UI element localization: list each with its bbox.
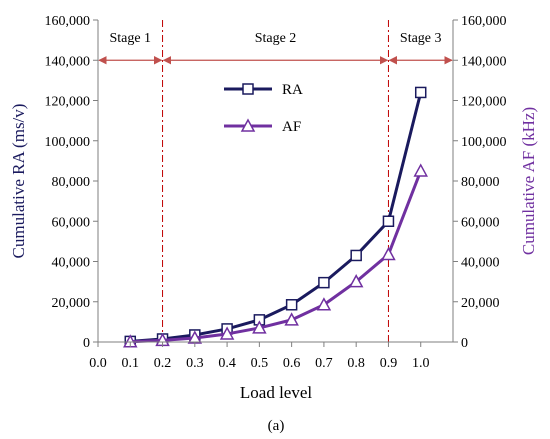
stage-label: Stage 2 xyxy=(255,31,297,46)
x-tick-label: 0.3 xyxy=(186,356,204,371)
legend-marker-af xyxy=(240,118,256,132)
data-point-af xyxy=(316,297,332,311)
stage-label: Stage 1 xyxy=(109,31,151,46)
data-point-af xyxy=(348,274,364,288)
data-point-af xyxy=(252,320,267,334)
x-tick-label: 0.9 xyxy=(380,356,398,371)
y-left-tick-label: 20,000 xyxy=(52,296,91,311)
legend-label-ra: RA xyxy=(282,82,303,98)
data-point-ra xyxy=(285,299,298,311)
y-right-tick-label: 20,000 xyxy=(461,296,500,311)
y-right-tick-label: 160,000 xyxy=(461,14,507,29)
data-point-af xyxy=(219,326,235,340)
stage-label: Stage 3 xyxy=(400,31,442,46)
y-right-tick-label: 120,000 xyxy=(461,95,507,110)
y-left-tick-label: 140,000 xyxy=(45,54,91,69)
y-right-tick-label: 80,000 xyxy=(461,175,500,190)
panel-label: (a) xyxy=(268,418,285,434)
y-right-tick-label: 140,000 xyxy=(461,54,507,69)
y-left-tick-label: 80,000 xyxy=(52,175,91,190)
x-tick-label: 1.0 xyxy=(412,356,430,371)
data-point-af xyxy=(413,163,428,177)
data-point-af xyxy=(381,246,396,261)
y-right-tick-label: 40,000 xyxy=(461,256,500,271)
y-left-axis-title: Cumulative RA (ms/v) xyxy=(9,104,28,259)
y-right-tick-label: 100,000 xyxy=(461,135,507,150)
x-tick-label: 0.4 xyxy=(218,356,236,371)
stage-boundaries xyxy=(162,20,389,342)
y-left-tick-label: 0 xyxy=(83,336,90,351)
series-line-ra xyxy=(130,92,423,343)
legend-marker-ra xyxy=(242,83,254,95)
x-tick-label: 0.8 xyxy=(347,356,365,371)
x-tick-label: 0.5 xyxy=(251,356,269,371)
y-left-tick-label: 160,000 xyxy=(45,14,91,29)
x-tick-label: 0.2 xyxy=(154,356,172,371)
y-right-tick-label: 60,000 xyxy=(461,215,500,230)
data-point-ra xyxy=(414,86,427,99)
series-layer xyxy=(123,86,428,348)
legend-label-af: AF xyxy=(282,119,301,135)
x-tick-label: 0.0 xyxy=(89,356,107,371)
data-point-ra xyxy=(318,276,330,289)
y-right-tick-label: 0 xyxy=(461,336,468,351)
y-left-tick-label: 40,000 xyxy=(52,256,91,271)
x-tick-label: 0.1 xyxy=(122,356,140,371)
data-point-ra xyxy=(350,249,362,262)
data-point-ra xyxy=(382,215,395,227)
legend: RA AF xyxy=(224,82,303,135)
axes-layer xyxy=(93,19,458,347)
data-point-af xyxy=(284,312,299,326)
x-tick-label: 0.6 xyxy=(283,356,301,371)
x-axis-title: Load level xyxy=(240,383,312,402)
y-left-tick-label: 60,000 xyxy=(52,215,91,230)
text-layer: 0.0 0.1 0.2 0.3 0.4 0.5 0.6 0.7 0.8 0.9 1.0 0 20,000… xyxy=(9,14,538,434)
y-right-axis-title: Cumulative AF (kHz) xyxy=(519,107,538,255)
y-left-tick-label: 100,000 xyxy=(45,135,91,150)
series-line-af xyxy=(130,170,423,344)
y-left-tick-label: 120,000 xyxy=(45,95,91,110)
x-tick-label: 0.7 xyxy=(315,356,333,371)
